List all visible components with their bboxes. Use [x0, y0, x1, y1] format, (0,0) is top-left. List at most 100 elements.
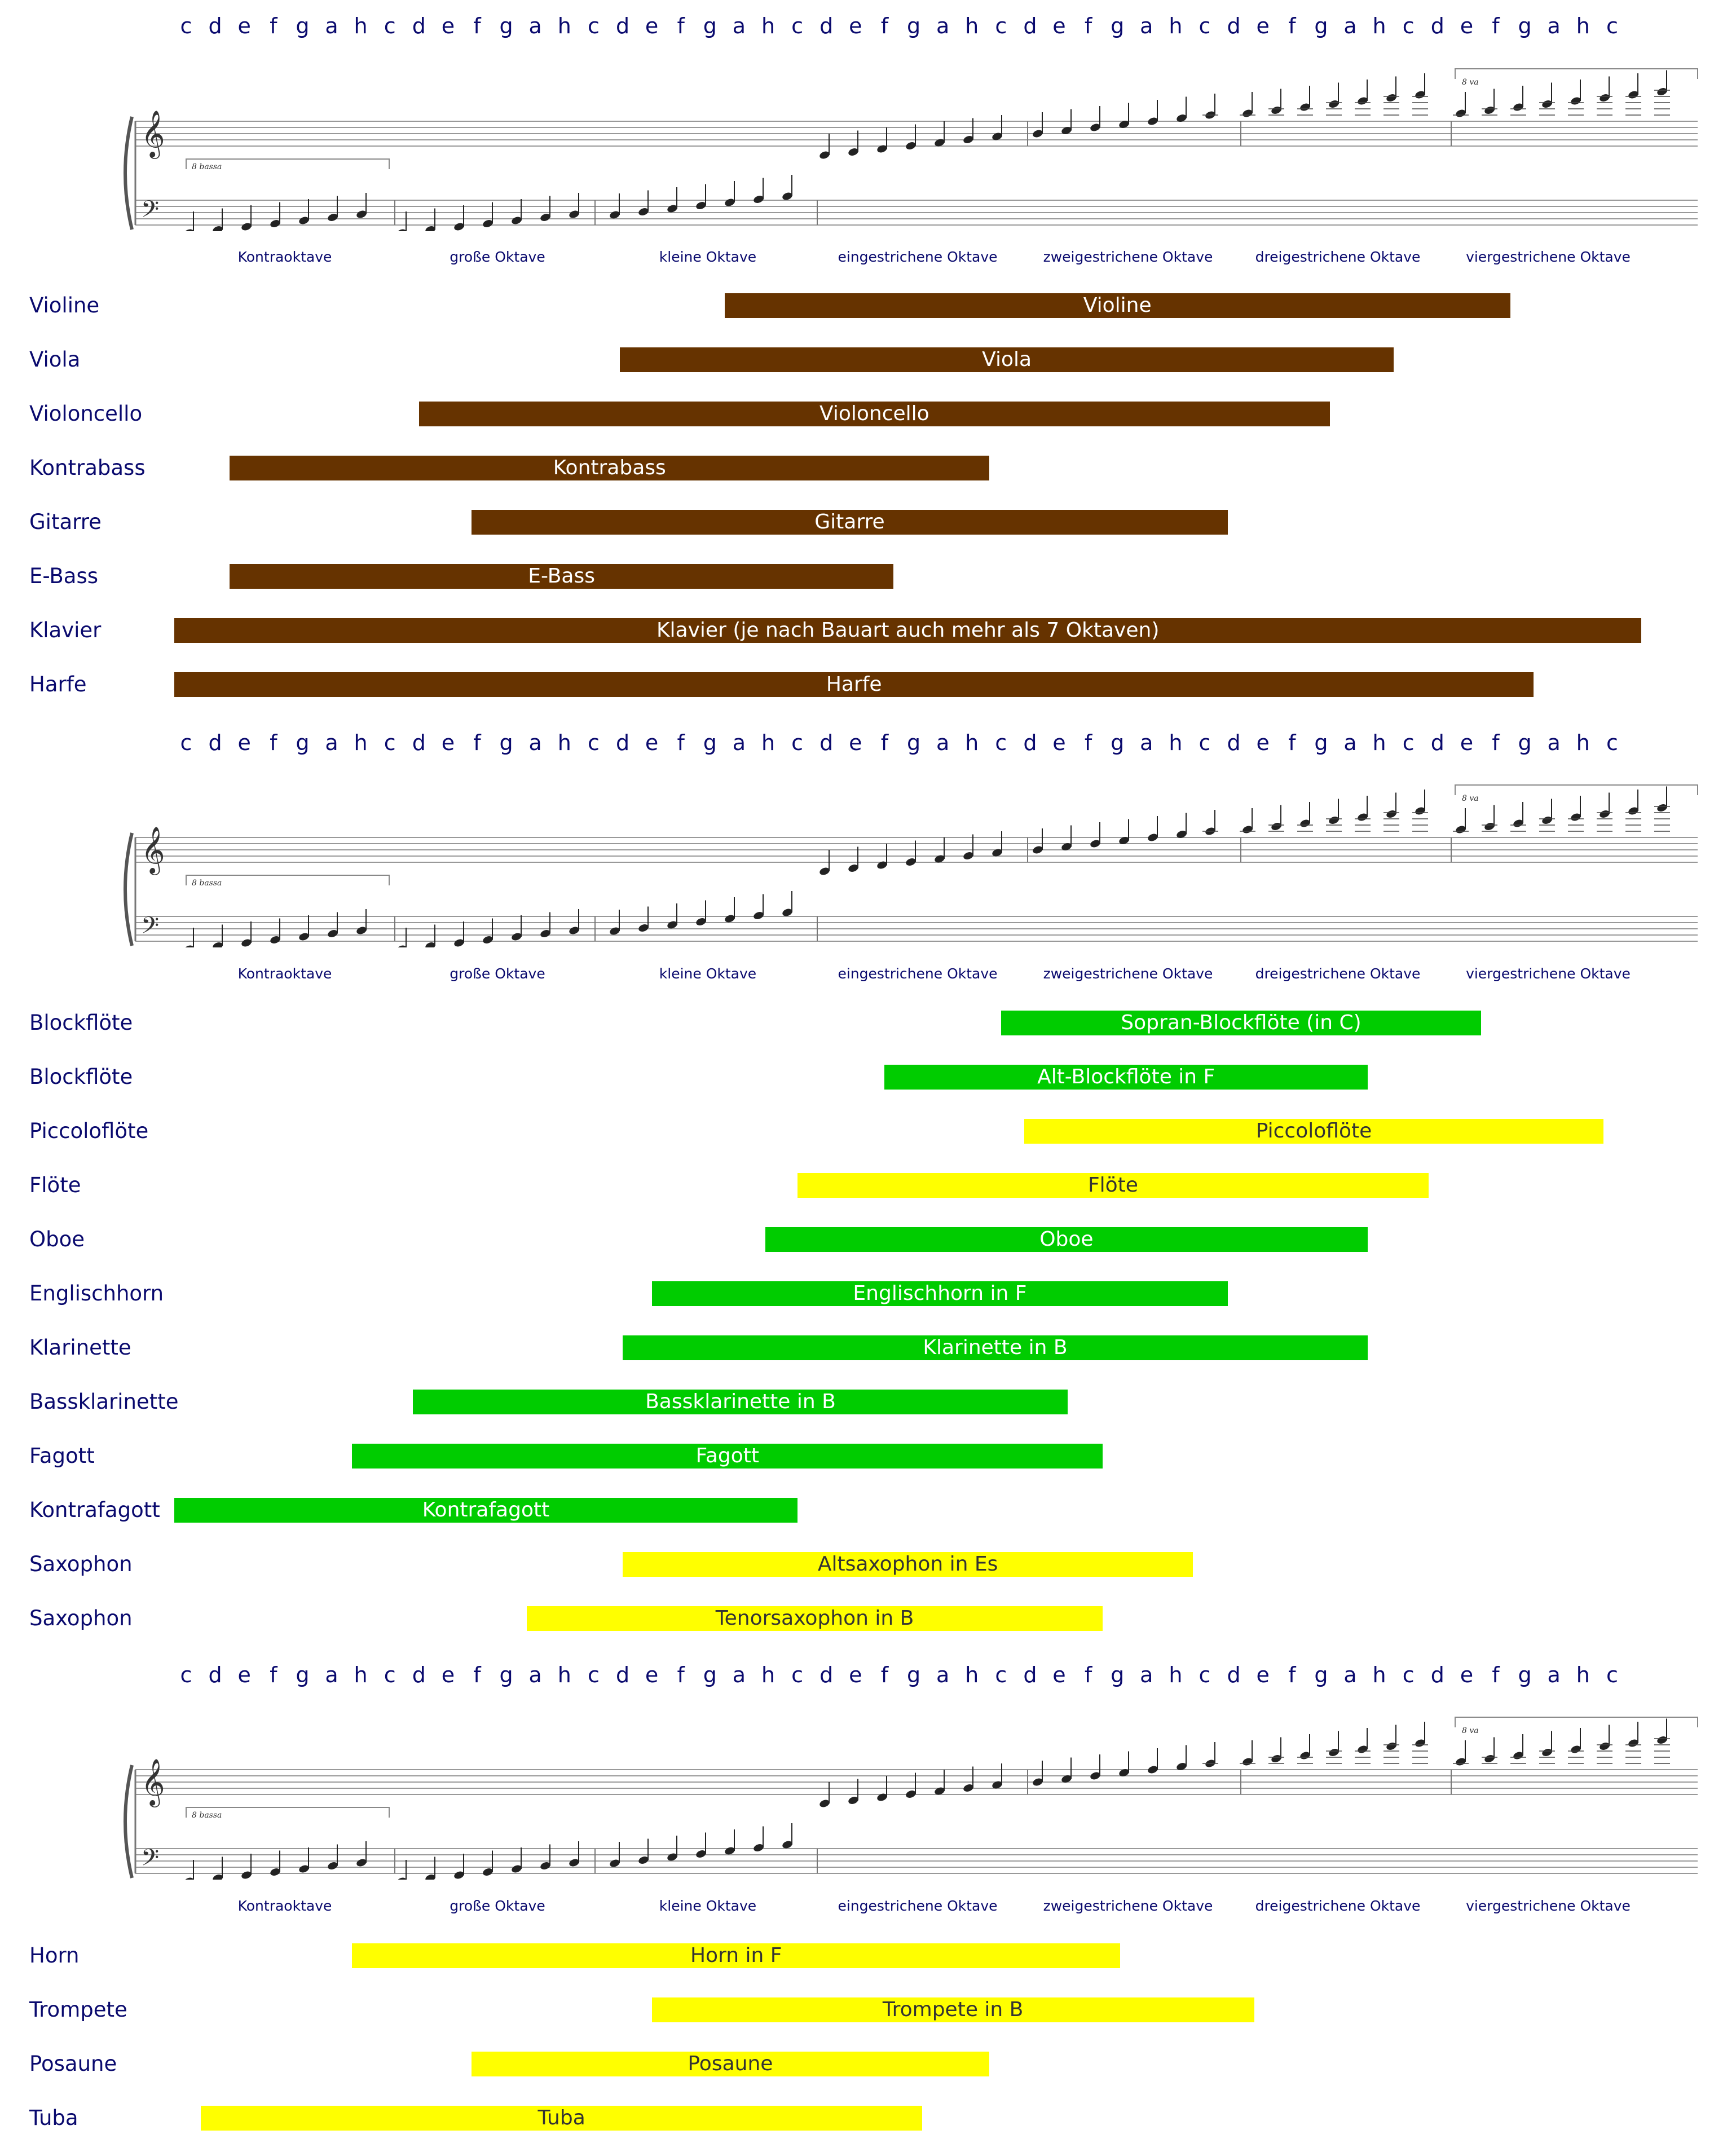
instrument-name: Saxophon — [29, 1552, 133, 1576]
note-letter: e — [645, 14, 659, 38]
treble-clef-icon: 𝄞 — [141, 826, 165, 875]
note-letter: f — [677, 1662, 685, 1687]
note-letter: c — [1199, 14, 1211, 38]
note-head — [241, 223, 252, 231]
ottava-alta-label: 8 va — [1462, 794, 1479, 803]
note-letter: h — [1169, 730, 1183, 755]
range-bar: Horn in F — [352, 1943, 1121, 1968]
note-head — [754, 196, 764, 203]
note-head — [1090, 840, 1100, 848]
note-letter: f — [1288, 730, 1296, 755]
note-letter: a — [732, 730, 746, 755]
note-head — [754, 1844, 764, 1851]
note-letter: h — [1169, 14, 1183, 38]
note-head — [299, 1865, 309, 1873]
note-head — [610, 211, 620, 219]
note-letter: a — [325, 14, 338, 38]
range-bar: Piccoloflöte — [1024, 1119, 1603, 1144]
octave-label: eingestrichene Oktave — [838, 249, 998, 265]
note-letter: e — [441, 1662, 455, 1687]
instrument-name: Posaune — [29, 2052, 117, 2076]
note-letter: g — [499, 14, 513, 38]
octave-label: kleine Oktave — [659, 965, 757, 982]
note-letter: a — [1343, 730, 1357, 755]
range-bar-label: Posaune — [688, 2052, 773, 2075]
range-bar-label: Sopran-Blockflöte (in C) — [1121, 1011, 1362, 1034]
note-head — [425, 942, 435, 947]
note-letter: d — [1227, 730, 1241, 755]
note-letter: c — [587, 730, 600, 755]
note-head — [270, 220, 280, 227]
note-head — [1148, 1766, 1158, 1774]
note-letter: d — [1023, 730, 1037, 755]
note-head — [1177, 831, 1187, 838]
range-bar: Trompete in B — [651, 1997, 1254, 2022]
note-letter: g — [1111, 14, 1125, 38]
note-letter: c — [791, 1662, 804, 1687]
note-letter: h — [557, 1662, 571, 1687]
note-letter: g — [499, 1662, 513, 1687]
instrument-name: Violoncello — [29, 402, 143, 426]
note-head — [1177, 1763, 1187, 1770]
octave-label: eingestrichene Oktave — [838, 965, 998, 982]
octave-label: viergestrichene Oktave — [1466, 249, 1631, 265]
note-letter: a — [732, 1662, 746, 1687]
note-letter: e — [441, 14, 455, 38]
note-letter: h — [761, 730, 776, 755]
note-letter: d — [819, 730, 834, 755]
note-letter: g — [703, 1662, 717, 1687]
note-letter: h — [965, 1662, 979, 1687]
note-letter: g — [296, 1662, 310, 1687]
note-head — [569, 210, 579, 218]
grand-staff: 𝄞 𝄢 8 bassa 8 va — [124, 68, 1698, 231]
note-letter: a — [1547, 1662, 1561, 1687]
range-bar: Sopran-Blockflöte (in C) — [1001, 1011, 1482, 1035]
instrument-name: Klarinette — [29, 1335, 131, 1360]
note-letter: d — [615, 14, 630, 38]
instrument-name: Englischhorn — [29, 1281, 164, 1306]
note-head — [1119, 121, 1129, 128]
note-letter: a — [325, 1662, 338, 1687]
note-letter: g — [703, 730, 717, 755]
note-letter: h — [1372, 730, 1386, 755]
range-bar: Kontrafagott — [174, 1498, 797, 1523]
note-letter: d — [819, 14, 834, 38]
note-letter: g — [1518, 14, 1532, 38]
note-letter: d — [819, 1662, 834, 1687]
instrument-name: Fagott — [29, 1444, 95, 1468]
note-letter: d — [1023, 14, 1037, 38]
note-letter: d — [412, 730, 426, 755]
note-letter: f — [473, 730, 481, 755]
note-head — [241, 1871, 252, 1879]
note-letter: d — [208, 730, 222, 755]
ottava-bassa-label: 8 bassa — [192, 1811, 222, 1820]
note-head — [356, 927, 367, 934]
note-letter: c — [1199, 730, 1211, 755]
instrument-name: Saxophon — [29, 1606, 133, 1630]
note-letter: d — [412, 1662, 426, 1687]
note-head — [270, 1868, 280, 1876]
note-letter: d — [1023, 1662, 1037, 1687]
note-letter: c — [180, 730, 192, 755]
note-letter: c — [1199, 1662, 1211, 1687]
range-bar: Harfe — [174, 672, 1534, 697]
note-letter: c — [1402, 1662, 1415, 1687]
instrument-name: Kontrafagott — [29, 1498, 160, 1522]
note-head — [610, 1859, 620, 1867]
note-letter: f — [880, 14, 889, 38]
note-head — [1148, 834, 1158, 841]
grand-staff: 𝄞 𝄢 8 bassa 8 va — [124, 784, 1698, 947]
note-letter: e — [441, 730, 455, 755]
note-letter: f — [1084, 1662, 1092, 1687]
note-head — [328, 1862, 338, 1869]
note-head — [454, 939, 464, 947]
octave-label: Kontraoktave — [237, 965, 332, 982]
note-letter: a — [1547, 14, 1561, 38]
range-bar-label: Violine — [1083, 294, 1152, 317]
note-letter: a — [528, 730, 542, 755]
range-bar: Violoncello — [418, 402, 1330, 426]
octave-label: zweigestrichene Oktave — [1043, 1898, 1213, 1914]
note-head — [270, 936, 280, 943]
